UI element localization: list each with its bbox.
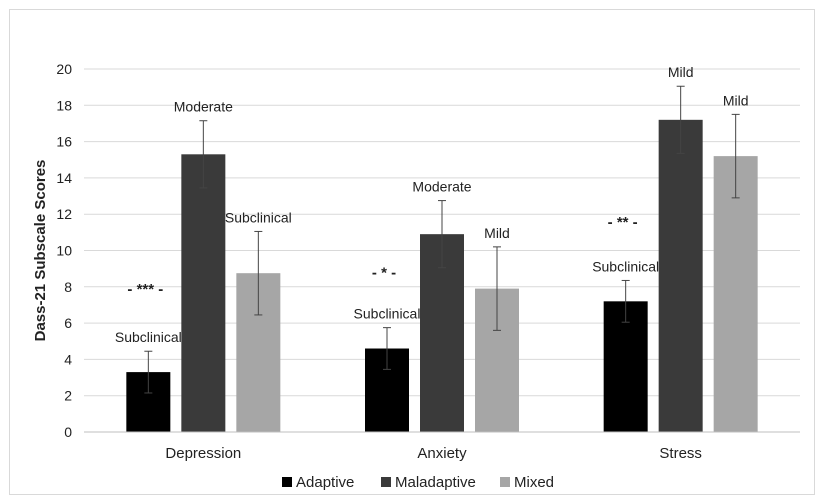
y-tick-label: 8 (64, 279, 72, 295)
x-tick-label: Anxiety (417, 445, 467, 462)
legend-entry: Mixed (514, 474, 554, 491)
bar-adaptive-stress (603, 301, 648, 432)
chart-frame (9, 9, 815, 495)
y-tick-label: 10 (56, 243, 72, 259)
data-label: Subclinical (225, 209, 292, 225)
data-label: Mild (484, 225, 510, 241)
legend-swatch (381, 477, 391, 487)
bar-maladaptive-stress (658, 119, 703, 432)
data-label: Mild (723, 92, 749, 108)
legend-swatch (282, 477, 292, 487)
y-tick-label: 20 (56, 61, 72, 77)
x-tick-label: Stress (659, 445, 702, 462)
data-label: Subclinical (354, 306, 421, 322)
y-axis-label: Dass-21 Subscale Scores (32, 160, 49, 342)
y-tick-label: 4 (64, 351, 72, 367)
x-tick-label: Depression (165, 445, 241, 462)
y-tick-label: 18 (56, 97, 72, 113)
bar-maladaptive-depression (181, 154, 226, 432)
data-label: Moderate (174, 99, 233, 115)
significance-marker: - ** - (608, 214, 638, 231)
legend-entry: Maladaptive (395, 474, 476, 491)
y-tick-label: 12 (56, 206, 72, 222)
data-label: Subclinical (115, 329, 182, 345)
data-label: Moderate (412, 179, 471, 195)
significance-marker: - * - (372, 265, 396, 282)
data-label: Subclinical (592, 258, 659, 274)
bar-mixed-stress (713, 156, 758, 432)
y-tick-label: 14 (56, 170, 72, 186)
legend-entry: Adaptive (296, 474, 354, 491)
y-tick-label: 0 (64, 424, 72, 440)
significance-marker: - *** - (127, 281, 163, 298)
data-label: Mild (668, 64, 694, 80)
y-tick-label: 6 (64, 315, 72, 331)
y-tick-label: 2 (64, 388, 72, 404)
legend-swatch (500, 477, 510, 487)
y-tick-label: 16 (56, 134, 72, 150)
